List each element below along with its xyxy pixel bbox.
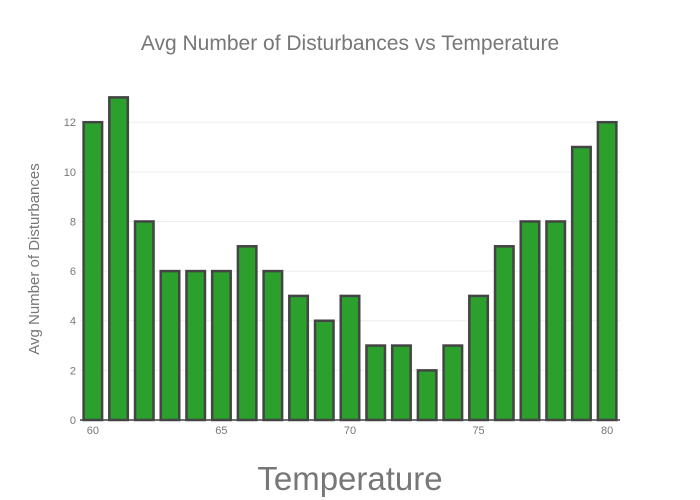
bar[interactable]	[133, 220, 155, 422]
bar[interactable]	[493, 245, 515, 422]
chart-title: Avg Number of Disturbances vs Temperatur…	[141, 32, 559, 55]
bar[interactable]	[365, 344, 387, 422]
bar[interactable]	[339, 294, 361, 422]
bar[interactable]	[288, 294, 310, 422]
bar[interactable]	[262, 269, 284, 422]
y-tick-label: 2	[70, 365, 76, 377]
bar[interactable]	[210, 269, 232, 422]
y-tick-label: 4	[70, 316, 76, 328]
y-axis-label: Avg Number of Disturbances	[26, 163, 43, 354]
bar[interactable]	[236, 245, 258, 422]
y-tick-label: 0	[70, 415, 76, 427]
bar[interactable]	[570, 145, 592, 422]
bar[interactable]	[313, 319, 335, 422]
bar-series	[82, 96, 618, 422]
x-tick-label: 80	[601, 425, 613, 437]
bar[interactable]	[545, 220, 567, 422]
bar[interactable]	[185, 269, 207, 422]
bar[interactable]	[82, 120, 104, 422]
bar[interactable]	[442, 344, 464, 422]
bar[interactable]	[519, 220, 541, 422]
bar[interactable]	[596, 120, 618, 422]
x-tick-label: 60	[87, 425, 99, 437]
y-tick-label: 6	[70, 266, 76, 278]
x-tick-label: 70	[344, 425, 356, 437]
y-tick-label: 8	[70, 216, 76, 228]
y-tick-label: 10	[64, 167, 76, 179]
x-tick-label: 65	[215, 425, 227, 437]
x-axis-label: Temperature	[257, 460, 442, 497]
bar[interactable]	[416, 369, 438, 422]
axes: 0 2 4 6 8 10 12 60 65 70 75 80	[64, 117, 620, 437]
x-tick-label: 75	[472, 425, 484, 437]
bar[interactable]	[159, 269, 181, 422]
bar[interactable]	[390, 344, 412, 422]
bar[interactable]	[108, 96, 130, 422]
y-tick-label: 12	[64, 117, 76, 129]
bar[interactable]	[468, 294, 490, 422]
